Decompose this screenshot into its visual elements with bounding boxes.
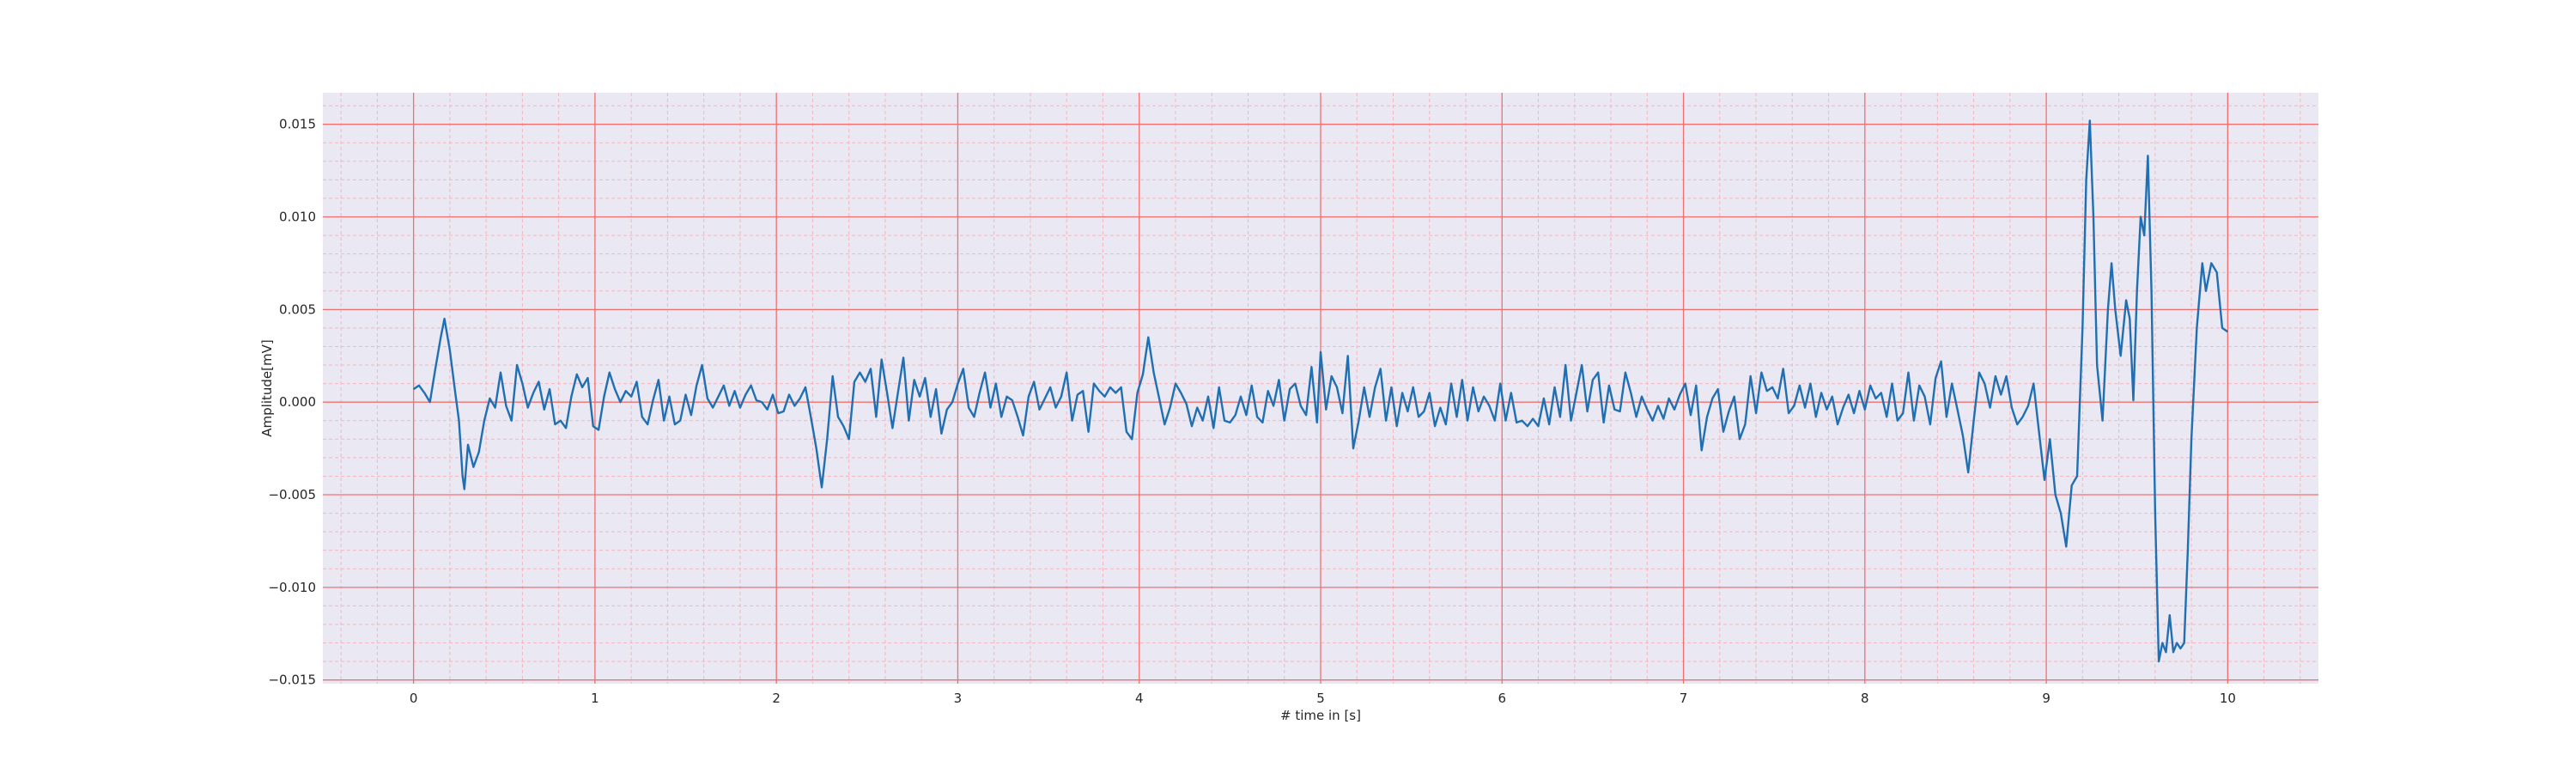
y-axis-label: Amplitude[mV]	[259, 339, 275, 436]
x-tick-label: 3	[954, 691, 963, 706]
x-axis-label: # time in [s]	[1280, 708, 1361, 723]
y-tick-label: −0.005	[268, 487, 316, 502]
y-tick-label: 0.005	[279, 301, 316, 317]
y-tick-label: 0.000	[279, 394, 316, 410]
x-tick-label: 4	[1135, 691, 1144, 706]
x-tick-label: 7	[1680, 691, 1688, 706]
x-tick-label: 9	[2042, 691, 2050, 706]
x-tick-labels: 0 1 2 3 4 5 6 7 8 9 10	[410, 691, 2236, 706]
y-tick-label: −0.010	[268, 580, 316, 595]
y-tick-label: 0.010	[279, 210, 316, 225]
y-tick-label: −0.015	[268, 673, 316, 688]
x-tick-label: 2	[772, 691, 781, 706]
x-tick-label: 5	[1316, 691, 1325, 706]
x-tick-label: 1	[591, 691, 599, 706]
x-tick-label: 8	[1861, 691, 1869, 706]
y-tick-labels: −0.015 −0.010 −0.005 0.000 0.005 0.010 0.015	[268, 117, 316, 688]
x-tick-label: 6	[1498, 691, 1506, 706]
y-tick-label: 0.015	[279, 117, 316, 132]
x-tick-label: 10	[2220, 691, 2236, 706]
x-tick-label: 0	[410, 691, 418, 706]
